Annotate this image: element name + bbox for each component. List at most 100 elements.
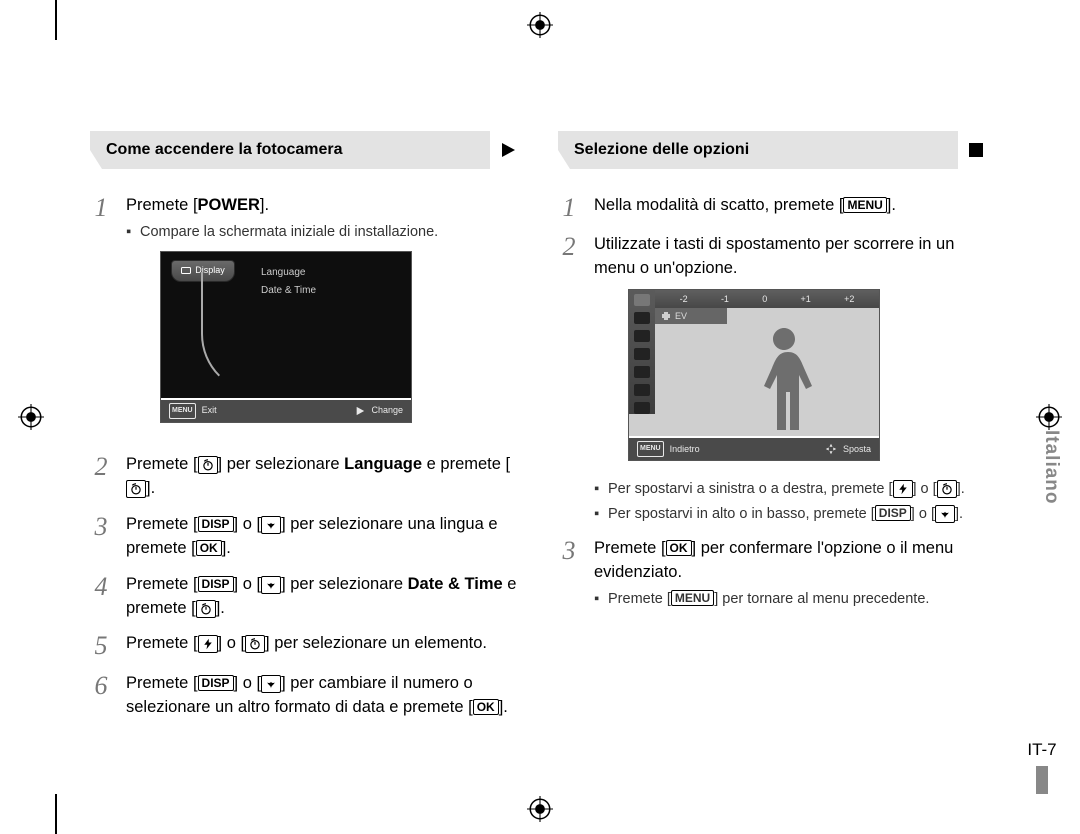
right-steps-list: 1 Nella modalità di scatto, premete [MENU…: [558, 194, 990, 610]
options-icon-column: [629, 290, 655, 414]
subtext: Per spostarvi a sinistra o a destra, pre…: [608, 479, 965, 500]
registration-mark-icon: [1036, 404, 1062, 430]
step-body: Premete [DISP] o [] per selezionare Date…: [126, 573, 522, 621]
section-header-left: Come accendere la fotocamera: [90, 130, 522, 170]
macro-icon: [261, 576, 281, 594]
section-title: Selezione delle opzioni: [574, 141, 749, 159]
step-text: Premete [] per selezionare Language e pr…: [126, 453, 522, 501]
step-body: Utilizzate i tasti di spostamento per sc…: [594, 233, 990, 525]
right-column: Selezione delle opzioni 1 Nella modalità …: [558, 130, 990, 790]
language-tab: Italiano: [1040, 430, 1062, 505]
left-steps-list: 1 Premete [POWER]. ▪ Compare la schermata i…: [90, 194, 522, 720]
step-item: 3 Premete [DISP] o [] per selezionare una…: [90, 513, 522, 561]
bullet-icon: ▪: [594, 504, 602, 525]
section-ribbon: Selezione delle opzioni: [558, 131, 958, 169]
step-body: Premete [POWER]. ▪ Compare la schermata in…: [126, 194, 522, 441]
section-title: Come accendere la fotocamera: [106, 141, 343, 159]
step-body: Premete [] per selezionare Language e pr…: [126, 453, 522, 501]
timer-icon: [126, 480, 146, 498]
crop-mark: [55, 794, 57, 834]
page-content: Come accendere la fotocamera 1Premete [P…: [90, 130, 990, 790]
bold-text: Date & Time: [408, 575, 503, 593]
play-icon: [355, 406, 365, 416]
subtext: Premete [MENU] per tornare al menu prece…: [608, 589, 929, 610]
ok-key-icon: OK: [473, 699, 499, 715]
step-number: 6: [90, 672, 112, 720]
menu-key-icon: MENU: [843, 197, 886, 213]
continue-icon: [500, 142, 516, 158]
ev-scale: -2-10+1+2: [655, 290, 879, 308]
step-subtext: ▪ Per spostarvi a sinistra o a destra, pr…: [594, 479, 990, 500]
step-body: Nella modalità di scatto, premete [MENU]…: [594, 194, 990, 221]
macro-icon: [261, 516, 281, 534]
section-header-right: Selezione delle opzioni: [558, 130, 990, 170]
step-text: Utilizzate i tasti di spostamento per sc…: [594, 233, 990, 281]
disp-key-icon: DISP: [875, 505, 911, 521]
step-subtext: ▪ Compare la schermata iniziale di instal…: [126, 222, 522, 243]
person-silhouette-icon: [749, 322, 819, 432]
step-number: 2: [90, 453, 112, 501]
menu-key-icon: MENU: [671, 590, 714, 606]
timer-icon: [937, 480, 957, 498]
footer-back-label: Indietro: [670, 443, 700, 456]
page-number-block: IT-7: [1022, 740, 1062, 794]
registration-mark-icon: [18, 404, 44, 430]
footer-exit-label: Exit: [202, 404, 217, 417]
step-number: 3: [90, 513, 112, 561]
step-item: 1 Premete [POWER]. ▪ Compare la schermata i…: [90, 194, 522, 441]
step-number: 1: [558, 194, 580, 221]
step-number: 2: [558, 233, 580, 525]
ok-key-icon: OK: [196, 540, 222, 556]
footer-move-label: Sposta: [843, 443, 871, 456]
macro-icon: [935, 505, 955, 523]
camera-options-screen: -2-10+1+2EVMENUIndietroSposta: [628, 289, 880, 461]
subtext: Compare la schermata iniziale di install…: [140, 222, 438, 243]
menu-key-icon: MENU: [169, 403, 196, 419]
footer-change-label: Change: [371, 404, 403, 417]
step-item: 4 Premete [DISP] o [] per selezionare Dat…: [90, 573, 522, 621]
disp-key-icon: DISP: [198, 516, 234, 532]
step-text: Premete [DISP] o [] per selezionare Date…: [126, 573, 522, 621]
subtext: Per spostarvi in alto o in basso, premet…: [608, 504, 963, 525]
camera-setup-screen: DisplayLanguageDate & TimeMENUExitChange: [160, 251, 412, 423]
macro-icon: [261, 675, 281, 693]
menu-key-icon: MENU: [637, 441, 664, 457]
step-body: Premete [] o [] per selezionare un eleme…: [126, 632, 522, 659]
step-body: Premete [DISP] o [] per selezionare una …: [126, 513, 522, 561]
setup-menu-items: LanguageDate & Time: [261, 264, 316, 300]
step-text: Premete [DISP] o [] per selezionare una …: [126, 513, 522, 561]
step-text: Premete [OK] per confermare l'opzione o …: [594, 537, 990, 585]
step-item: 1 Nella modalità di scatto, premete [MENU…: [558, 194, 990, 221]
flash-icon: [198, 635, 218, 653]
stop-icon: [968, 142, 984, 158]
step-item: 3 Premete [OK] per confermare l'opzione o…: [558, 537, 990, 610]
bold-text: POWER: [198, 196, 260, 214]
step-number: 1: [90, 194, 112, 441]
registration-mark-icon: [527, 12, 553, 38]
step-body: Premete [OK] per confermare l'opzione o …: [594, 537, 990, 610]
nav-icon: [825, 443, 837, 455]
step-number: 5: [90, 632, 112, 659]
step-number: 4: [90, 573, 112, 621]
step-subtext: ▪ Per spostarvi in alto o in basso, preme…: [594, 504, 990, 525]
step-number: 3: [558, 537, 580, 610]
disp-key-icon: DISP: [198, 675, 234, 691]
ok-key-icon: OK: [666, 540, 692, 556]
step-body: Premete [DISP] o [] per cambiare il nume…: [126, 672, 522, 720]
step-item: 2 Premete [] per selezionare Language e p…: [90, 453, 522, 501]
timer-icon: [196, 600, 216, 618]
bullet-icon: ▪: [594, 589, 602, 610]
bullet-icon: ▪: [126, 222, 134, 243]
step-text: Premete [DISP] o [] per cambiare il nume…: [126, 672, 522, 720]
step-item: 5 Premete [] o [] per selezionare un elem…: [90, 632, 522, 659]
timer-icon: [245, 635, 265, 653]
crop-mark: [55, 0, 57, 40]
bullet-icon: ▪: [594, 479, 602, 500]
step-text: Premete [POWER].: [126, 194, 522, 218]
bold-text: Language: [344, 455, 422, 473]
disp-key-icon: DISP: [198, 576, 234, 592]
step-text: Nella modalità di scatto, premete [MENU]…: [594, 194, 990, 218]
registration-mark-icon: [527, 796, 553, 822]
step-item: 6 Premete [DISP] o [] per cambiare il num…: [90, 672, 522, 720]
page-marker-bar: [1036, 766, 1048, 794]
